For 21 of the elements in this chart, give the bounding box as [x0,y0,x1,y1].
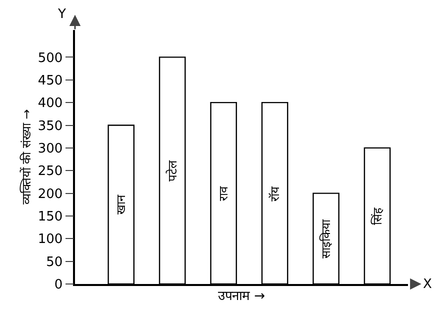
y-tick-label: 350 [38,118,63,134]
x-tick-label: सिंह [370,206,384,225]
x-axis-title: उपनाम → [218,288,266,304]
y-tick-label: 100 [38,232,63,248]
y-tick-label: 200 [38,186,63,202]
y-tick-label: 500 [38,50,63,66]
x-tick-label: पटेल [165,160,180,182]
y-tick-label: 450 [38,73,63,88]
y-tick-label: 50 [46,254,63,270]
y-tick-label: 400 [38,96,63,112]
x-tick-label: खान [114,194,128,215]
x-tick-label: राव [216,186,231,201]
x-tick-label: साइकिया [319,218,334,259]
text: X [423,277,432,292]
y-tick-label: 150 [38,210,63,225]
y-tick-label: 300 [38,141,63,156]
y-tick-label: 250 [38,164,63,180]
y-axis-title: व्यक्तियों की संख्या → [20,109,34,205]
x-tick-label: रॉय [268,185,282,202]
text: Y [57,7,66,22]
y-tick-label: 0 [54,278,63,293]
